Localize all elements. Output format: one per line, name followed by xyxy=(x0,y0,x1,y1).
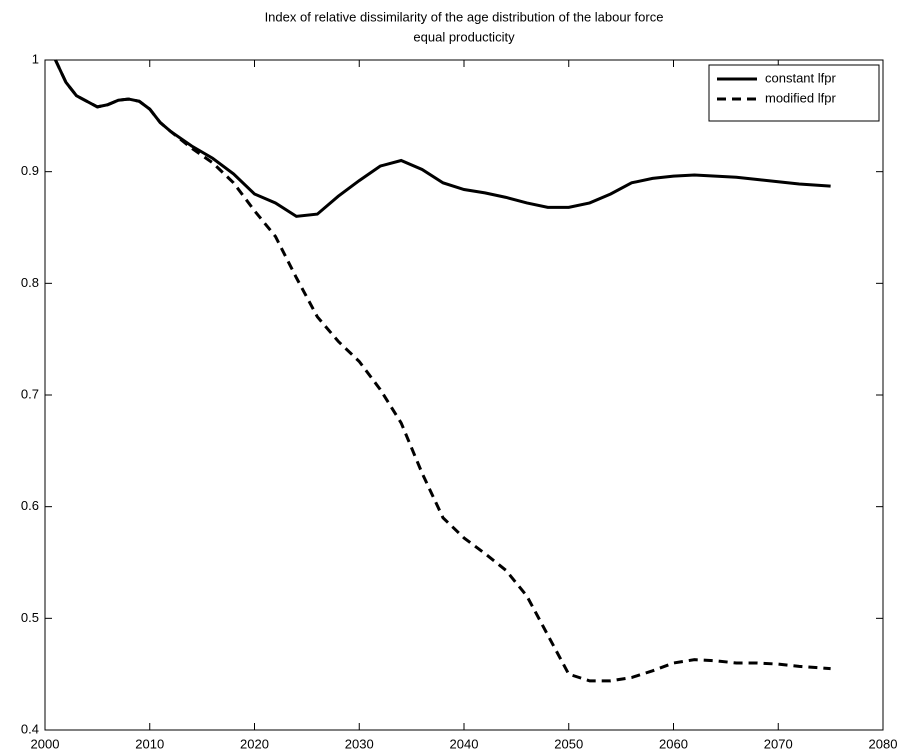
legend-label: modified lfpr xyxy=(765,90,836,105)
chart-title: Index of relative dissimilarity of the a… xyxy=(265,9,664,24)
x-tick-label: 2000 xyxy=(31,736,60,751)
y-tick-label: 0.5 xyxy=(21,610,39,625)
legend-box xyxy=(708,64,880,122)
chart-title: equal producticity xyxy=(413,29,515,44)
x-tick-label: 2020 xyxy=(240,736,269,751)
x-tick-label: 2040 xyxy=(450,736,479,751)
x-tick-label: 2060 xyxy=(659,736,688,751)
series-line xyxy=(54,59,831,683)
y-tick-label: 0.4 xyxy=(21,721,39,736)
x-tick-label: 2080 xyxy=(869,736,898,751)
y-tick-label: 1 xyxy=(32,51,39,66)
x-tick-label: 2050 xyxy=(554,736,583,751)
y-tick-label: 0.8 xyxy=(21,275,39,290)
x-tick-label: 2030 xyxy=(345,736,374,751)
y-tick-label: 0.7 xyxy=(21,386,39,401)
x-tick-label: 2010 xyxy=(135,736,164,751)
y-tick-label: 0.6 xyxy=(21,498,39,513)
legend-label: constant lfpr xyxy=(765,70,836,85)
y-tick-label: 0.9 xyxy=(21,163,39,178)
plot-frame xyxy=(44,59,884,731)
x-tick-label: 2070 xyxy=(764,736,793,751)
